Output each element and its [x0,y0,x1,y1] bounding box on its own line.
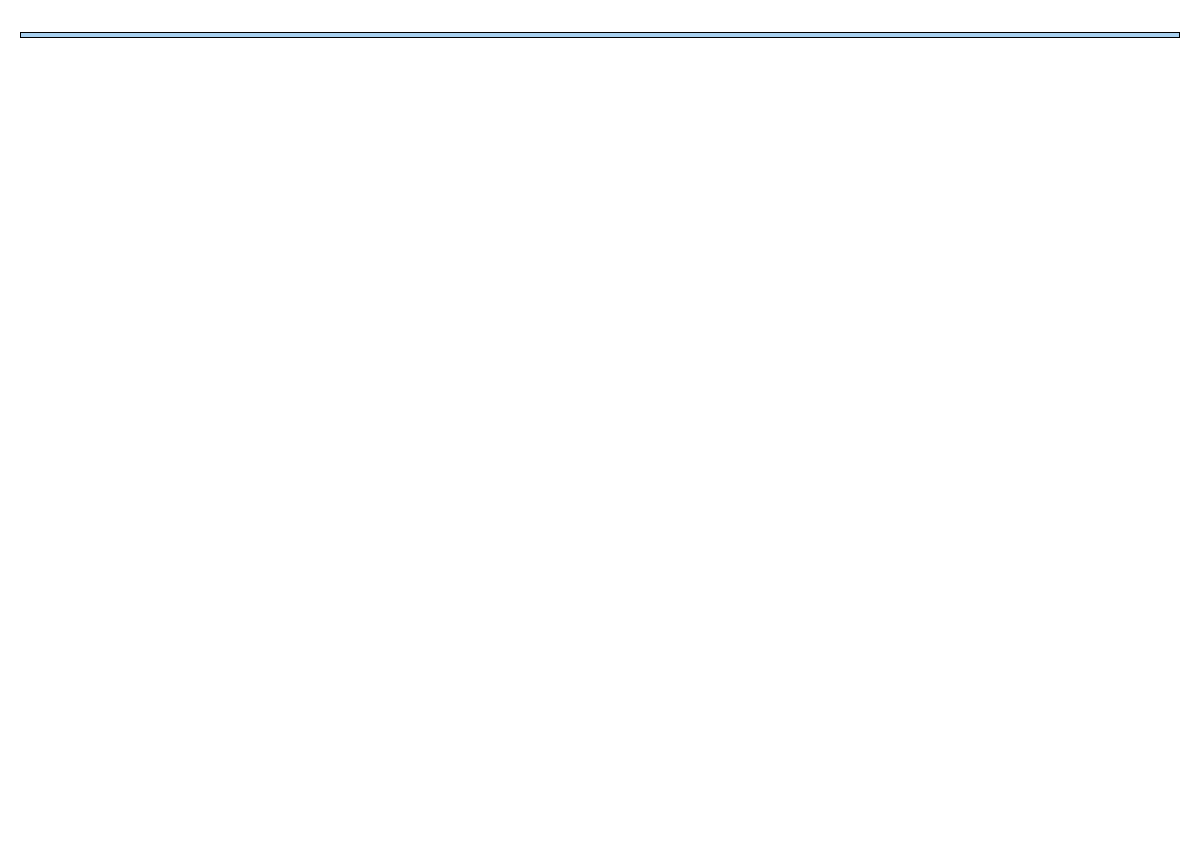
page-wrapper [20,20,1180,38]
modification-record-header [20,32,1180,38]
